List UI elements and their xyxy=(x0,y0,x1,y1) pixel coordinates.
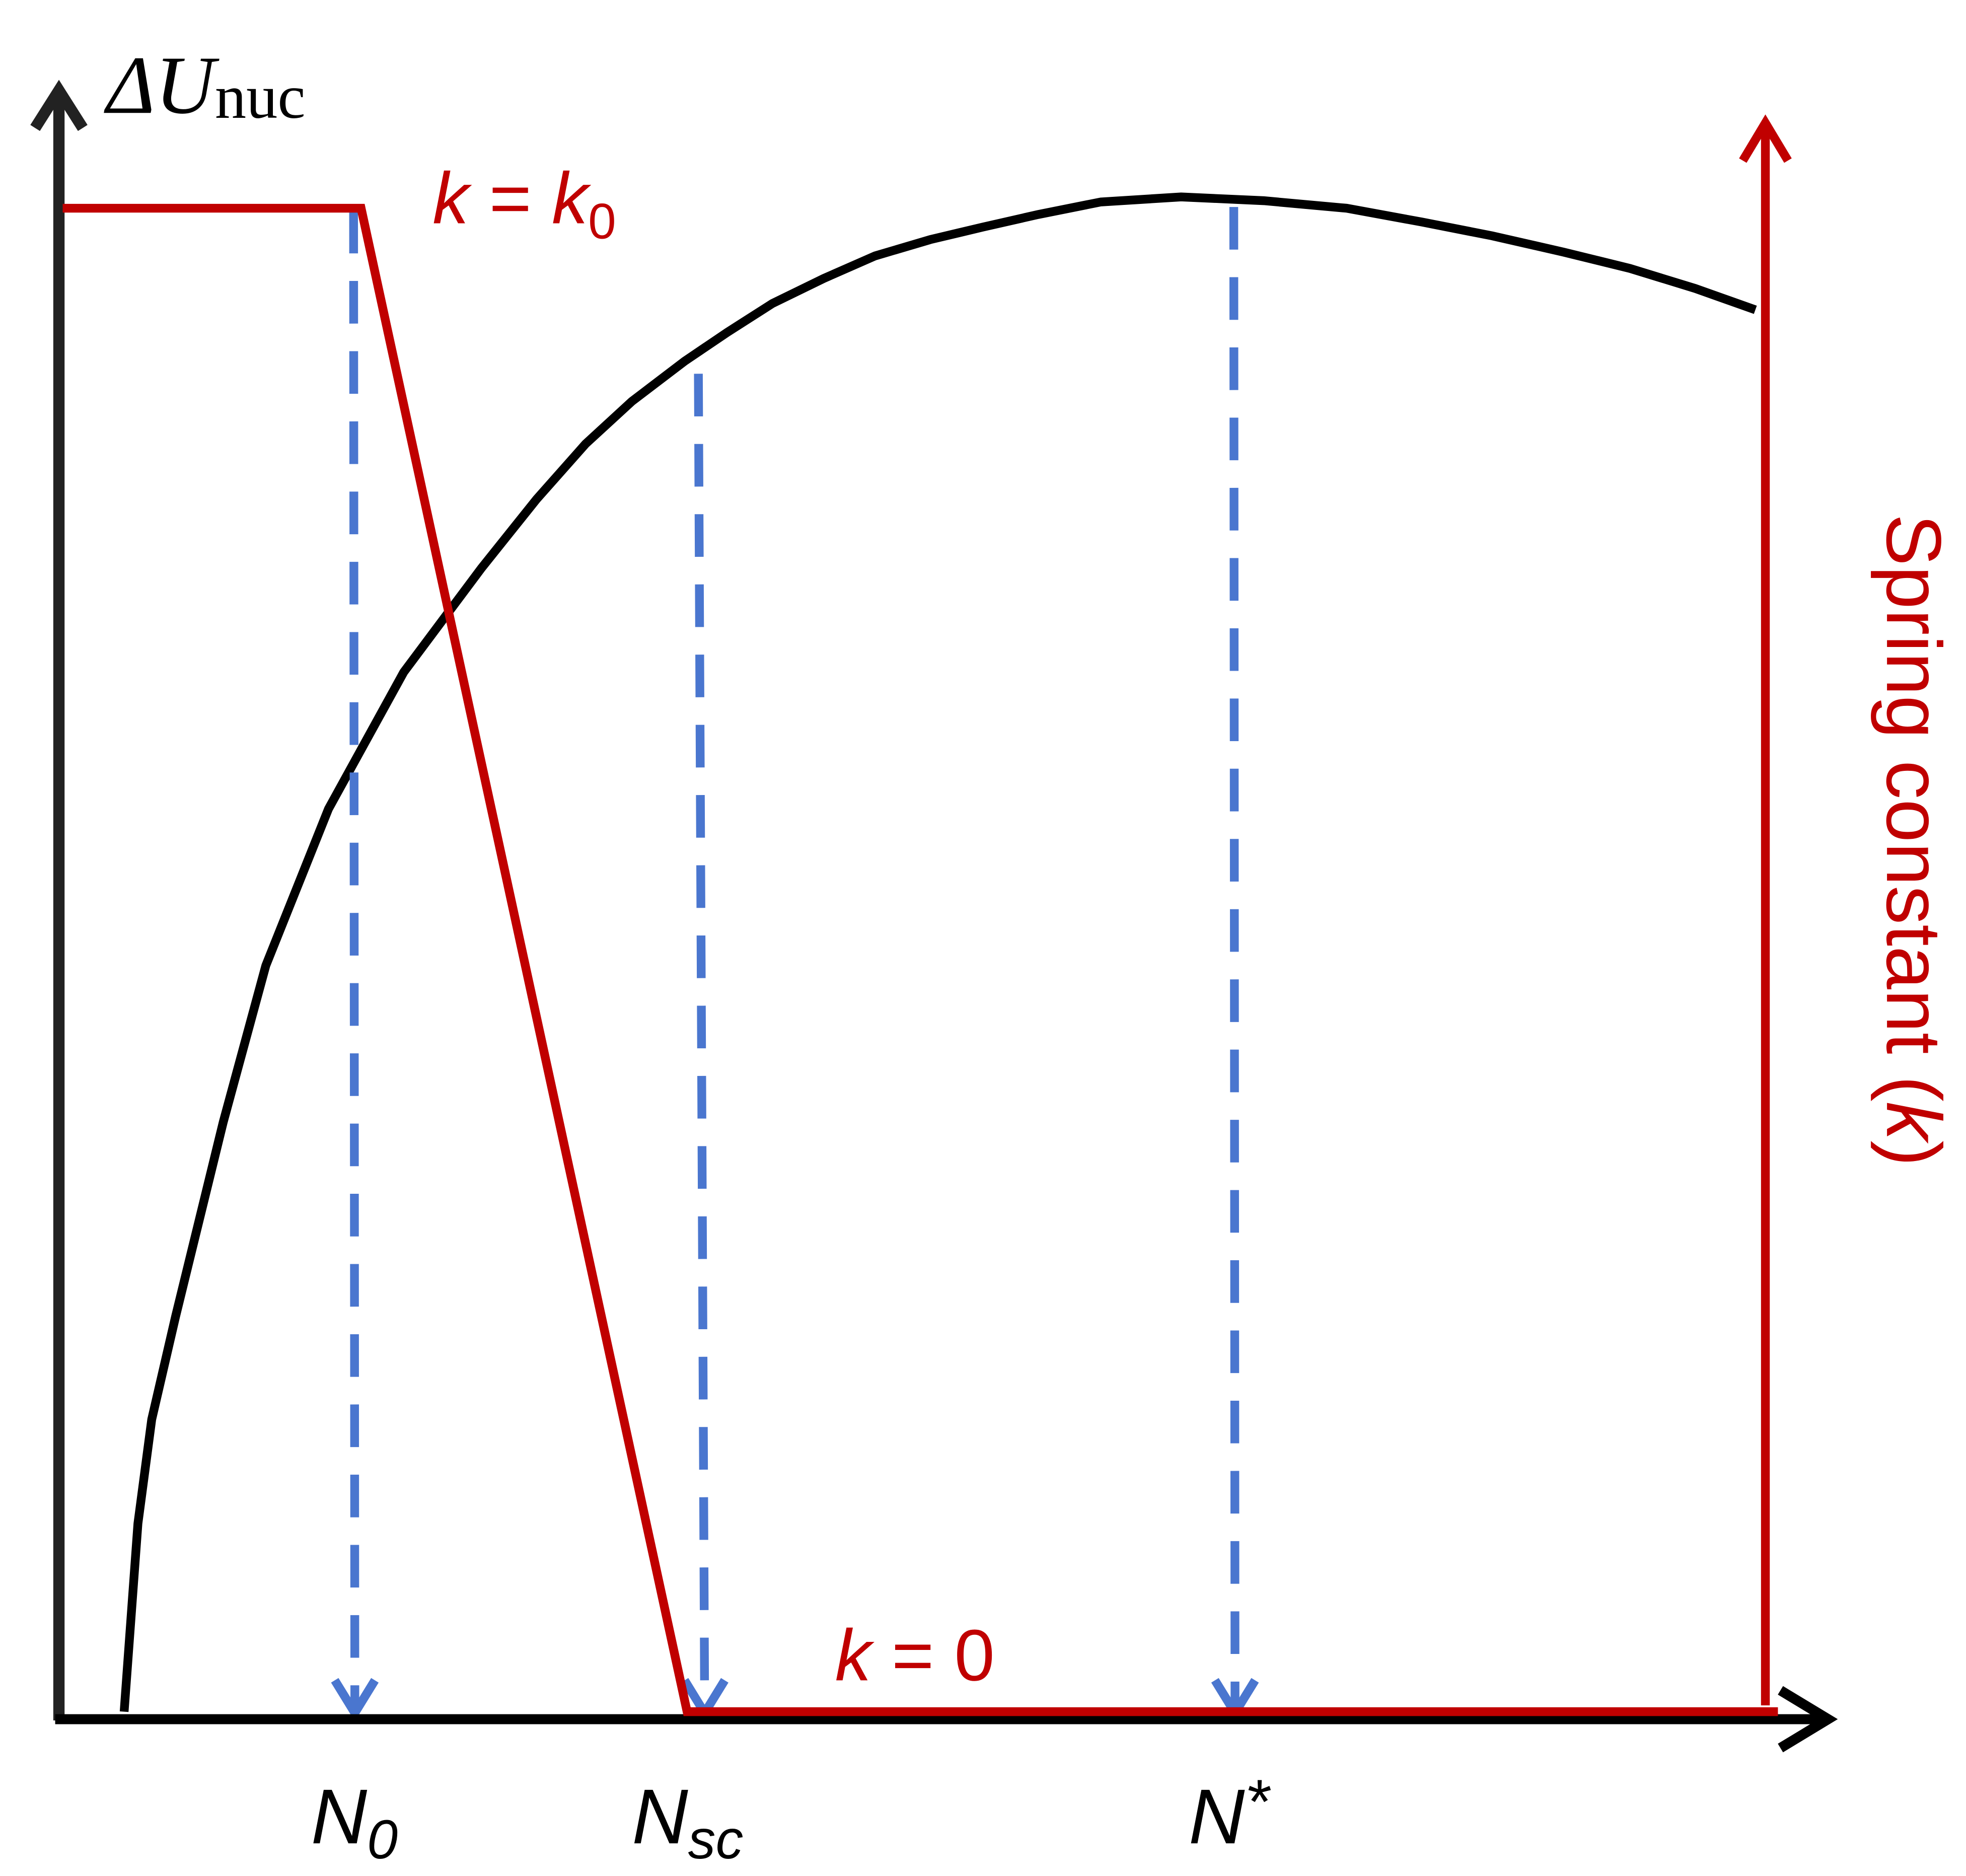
nstar-sup: * xyxy=(1245,1767,1271,1837)
n-symbol: N xyxy=(632,1773,688,1860)
n0-sub: 0 xyxy=(367,1809,398,1870)
energy-curve xyxy=(119,192,1757,1712)
nstar-label: N* xyxy=(1189,1767,1271,1860)
equals-zero: = 0 xyxy=(871,1614,995,1696)
axes xyxy=(30,80,1838,1753)
right-axis-text: ) xyxy=(1870,1140,1957,1166)
n-symbol: N xyxy=(311,1773,368,1860)
k-symbol: k xyxy=(552,157,592,239)
n0-label: N0 xyxy=(311,1773,398,1870)
n-symbol: N xyxy=(1189,1773,1245,1860)
right-axis-label: Spring constant (k) xyxy=(1870,514,1957,1167)
k0-sub: 0 xyxy=(588,193,616,249)
equals: = xyxy=(469,157,552,239)
nsc-label: Nsc xyxy=(632,1773,743,1870)
nsc-sub: sc xyxy=(688,1809,744,1870)
right-axis-text: Spring constant ( xyxy=(1870,514,1957,1102)
y-axis-label: ΔUnuc xyxy=(104,39,306,131)
y-axis-sub: nuc xyxy=(215,62,306,131)
dashed-arrows xyxy=(331,207,1259,1721)
k-zero-label: k = 0 xyxy=(835,1614,995,1696)
k-symbol: k xyxy=(835,1614,875,1696)
y-axis-main: ΔU xyxy=(104,39,220,131)
spring-constant xyxy=(62,114,1792,1716)
k-symbol: k xyxy=(1870,1102,1957,1144)
k-k0-label: k = k0 xyxy=(432,157,616,249)
k-symbol: k xyxy=(432,157,472,239)
